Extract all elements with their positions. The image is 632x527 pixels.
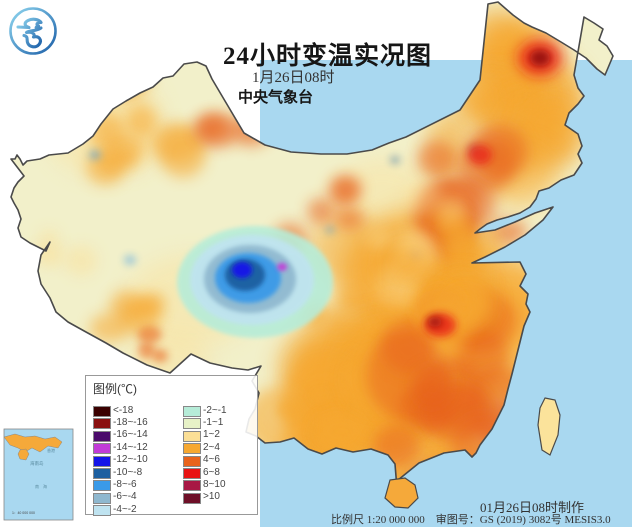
svg-text:南 海: 南 海 [35, 483, 47, 489]
svg-text:1：40 000 000: 1：40 000 000 [12, 511, 35, 515]
svg-text:香港: 香港 [47, 447, 55, 453]
svg-text:海南岛: 海南岛 [30, 460, 44, 467]
